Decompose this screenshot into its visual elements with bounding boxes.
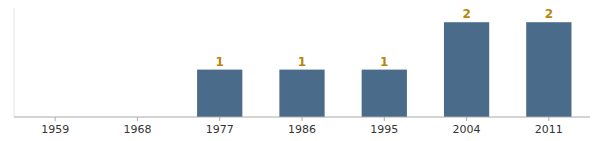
data-label: 2 bbox=[545, 7, 553, 21]
data-label: 1 bbox=[380, 55, 388, 69]
x-tick bbox=[137, 117, 138, 121]
data-label: 1 bbox=[298, 55, 306, 69]
x-tick bbox=[384, 117, 385, 121]
chart-container: 1959 1968 1977 1986 1995 2004 2011 1 1 1 2 2 bbox=[0, 0, 604, 141]
x-tick-label: 2004 bbox=[453, 123, 481, 136]
bars bbox=[197, 22, 571, 117]
x-tick-label: 1995 bbox=[370, 123, 398, 136]
x-tick-label: 1986 bbox=[288, 123, 316, 136]
y-axis-line bbox=[14, 8, 15, 117]
x-tick-label: 2011 bbox=[535, 123, 563, 136]
x-tick bbox=[55, 117, 56, 121]
data-label: 1 bbox=[216, 55, 224, 69]
bar bbox=[362, 70, 407, 117]
bar bbox=[526, 22, 571, 117]
x-tick bbox=[302, 117, 303, 121]
x-tick bbox=[548, 117, 549, 121]
bar bbox=[279, 70, 324, 117]
x-tick-label: 1959 bbox=[41, 123, 69, 136]
bar bbox=[197, 70, 242, 117]
chart-svg: 1959 1968 1977 1986 1995 2004 2011 1 1 1 2 2 bbox=[0, 0, 604, 141]
x-tick bbox=[466, 117, 467, 121]
x-tick-label: 1968 bbox=[123, 123, 151, 136]
bar bbox=[444, 22, 489, 117]
x-tick bbox=[219, 117, 220, 121]
data-label: 2 bbox=[462, 7, 470, 21]
x-tick-label: 1977 bbox=[206, 123, 234, 136]
